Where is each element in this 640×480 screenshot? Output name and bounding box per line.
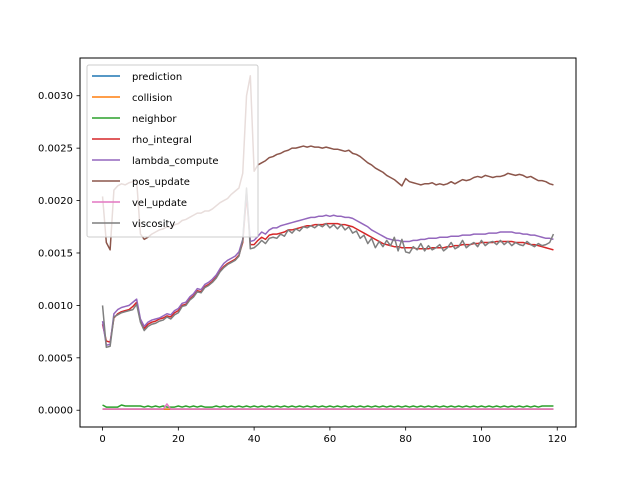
legend-label-lambda-compute: lambda_compute	[132, 156, 219, 167]
legend-label-vel-update: vel_update	[132, 198, 187, 209]
x-tick-label: 0	[99, 434, 105, 445]
legend-label-viscosity: viscosity	[132, 219, 175, 230]
legend: prediction collision neighbor rho_integrall…	[86, 64, 259, 238]
x-tick-label: 40	[248, 434, 261, 445]
legend-label-neighbor: neighbor	[132, 114, 177, 125]
series-line-neighbor	[102, 404, 554, 408]
y-tick-label: 0.0015	[38, 248, 73, 259]
plot-frame	[79, 57, 577, 428]
legend-label-collision: collision	[132, 93, 172, 104]
x-tick-label: 120	[548, 434, 567, 445]
series-line-vel-update	[102, 403, 554, 410]
legend-label-prediction: prediction	[132, 72, 182, 83]
y-tick-label: 0.0020	[38, 196, 73, 207]
series-line-viscosity	[101, 187, 555, 349]
y-tick-label: 0.0025	[38, 144, 73, 155]
legend-box	[86, 64, 259, 238]
y-tick-label: 0.0030	[38, 91, 73, 102]
series-line-rho-integral	[101, 194, 554, 343]
series-layer	[101, 75, 555, 410]
y-tick-label: 0.0000	[38, 406, 73, 417]
y-axis: 0.0000 0.0005 0.0010 0.0015 0.0020 0.0025 0.00…	[38, 91, 80, 417]
x-tick-label: 20	[172, 434, 185, 445]
x-tick-label: 60	[324, 434, 337, 445]
y-tick-label: 0.0010	[38, 301, 73, 312]
legend-label-rho-integral: rho_integral	[132, 135, 192, 146]
y-tick-label: 0.0005	[38, 353, 73, 364]
x-axis: 0 20 40 60 80 100 120	[99, 427, 567, 445]
series-line-lambda-compute	[101, 189, 554, 346]
x-tick-label: 100	[472, 434, 491, 445]
x-tick-label: 80	[399, 434, 412, 445]
legend-label-pos-update: pos_update	[132, 177, 190, 188]
